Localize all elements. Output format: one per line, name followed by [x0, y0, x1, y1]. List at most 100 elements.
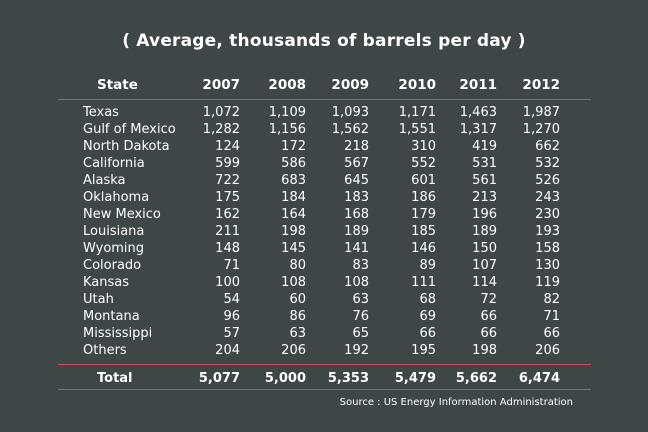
table-cell: 1,270 — [522, 122, 560, 137]
row-label: Montana — [83, 309, 140, 324]
table-cell: 189 — [344, 224, 369, 239]
column-header-year: 2012 — [522, 77, 560, 93]
row-label: Oklahoma — [83, 190, 150, 205]
total-cell: 5,479 — [394, 371, 436, 386]
table-cell: 1,317 — [459, 122, 497, 137]
table-cell: 108 — [344, 275, 369, 290]
table-cell: 164 — [281, 207, 306, 222]
table-cell: 179 — [411, 207, 436, 222]
table-cell: 196 — [472, 207, 497, 222]
table-cell: 599 — [215, 156, 240, 171]
table-cell: 66 — [543, 326, 560, 341]
table-cell: 83 — [352, 258, 369, 273]
table-cell: 76 — [352, 309, 369, 324]
table-cell: 148 — [215, 241, 240, 256]
row-label: Wyoming — [83, 241, 145, 256]
table-cell: 66 — [480, 309, 497, 324]
row-label: Alaska — [83, 173, 126, 188]
row-label: Mississippi — [83, 326, 153, 341]
table-cell: 69 — [419, 309, 436, 324]
table-cell: 63 — [352, 292, 369, 307]
header-divider — [58, 99, 591, 100]
table-cell: 186 — [411, 190, 436, 205]
table-cell: 198 — [472, 343, 497, 358]
column-header-state: State — [97, 77, 138, 93]
table-cell: 206 — [535, 343, 560, 358]
table-cell: 204 — [215, 343, 240, 358]
table-cell: 218 — [344, 139, 369, 154]
total-divider — [58, 364, 591, 365]
table-cell: 645 — [344, 173, 369, 188]
table-cell: 1,109 — [268, 105, 306, 120]
table-cell: 65 — [352, 326, 369, 341]
table-cell: 80 — [289, 258, 306, 273]
table-cell: 86 — [289, 309, 306, 324]
table-cell: 1,156 — [268, 122, 306, 137]
table-cell: 1,463 — [459, 105, 497, 120]
table-cell: 72 — [480, 292, 497, 307]
total-cell: 5,000 — [264, 371, 306, 386]
table-cell: 561 — [472, 173, 497, 188]
table-cell: 185 — [411, 224, 436, 239]
row-label: North Dakota — [83, 139, 170, 154]
table-cell: 130 — [535, 258, 560, 273]
footer-divider — [58, 389, 591, 390]
row-label: Texas — [83, 105, 119, 120]
table-cell: 243 — [535, 190, 560, 205]
table-cell: 111 — [411, 275, 436, 290]
table-cell: 145 — [281, 241, 306, 256]
table-cell: 1,072 — [202, 105, 240, 120]
table-cell: 54 — [223, 292, 240, 307]
total-label: Total — [97, 371, 133, 386]
column-header-year: 2010 — [398, 77, 436, 93]
table-cell: 184 — [281, 190, 306, 205]
table-cell: 419 — [472, 139, 497, 154]
row-label: Gulf of Mexico — [83, 122, 176, 137]
table-cell: 1,093 — [331, 105, 369, 120]
table-cell: 206 — [281, 343, 306, 358]
table-cell: 601 — [411, 173, 436, 188]
table-cell: 552 — [411, 156, 436, 171]
table-cell: 1,282 — [202, 122, 240, 137]
table-cell: 198 — [281, 224, 306, 239]
table-cell: 68 — [419, 292, 436, 307]
row-label: New Mexico — [83, 207, 161, 222]
table-cell: 60 — [289, 292, 306, 307]
table-cell: 662 — [535, 139, 560, 154]
table-cell: 526 — [535, 173, 560, 188]
table-cell: 189 — [472, 224, 497, 239]
column-header-year: 2009 — [331, 77, 369, 93]
table-cell: 183 — [344, 190, 369, 205]
table-cell: 195 — [411, 343, 436, 358]
table-cell: 150 — [472, 241, 497, 256]
table-cell: 193 — [535, 224, 560, 239]
table-cell: 158 — [535, 241, 560, 256]
row-label: Kansas — [83, 275, 130, 290]
row-label: Others — [83, 343, 127, 358]
table-cell: 124 — [215, 139, 240, 154]
table-cell: 66 — [419, 326, 436, 341]
table-cell: 230 — [535, 207, 560, 222]
table-cell: 310 — [411, 139, 436, 154]
table-cell: 683 — [281, 173, 306, 188]
table-cell: 192 — [344, 343, 369, 358]
table-cell: 586 — [281, 156, 306, 171]
table-cell: 211 — [215, 224, 240, 239]
row-label: Louisiana — [83, 224, 145, 239]
table-cell: 1,551 — [398, 122, 436, 137]
table-cell: 175 — [215, 190, 240, 205]
column-header-year: 2011 — [459, 77, 497, 93]
row-label: Colorado — [83, 258, 142, 273]
table-cell: 168 — [344, 207, 369, 222]
total-cell: 5,353 — [327, 371, 369, 386]
table-cell: 63 — [289, 326, 306, 341]
table-cell: 1,562 — [331, 122, 369, 137]
table-cell: 1,171 — [398, 105, 436, 120]
table-cell: 114 — [472, 275, 497, 290]
table-cell: 71 — [543, 309, 560, 324]
total-cell: 5,662 — [455, 371, 497, 386]
table-cell: 71 — [223, 258, 240, 273]
row-label: California — [83, 156, 145, 171]
column-header-year: 2008 — [268, 77, 306, 93]
total-cell: 6,474 — [518, 371, 560, 386]
